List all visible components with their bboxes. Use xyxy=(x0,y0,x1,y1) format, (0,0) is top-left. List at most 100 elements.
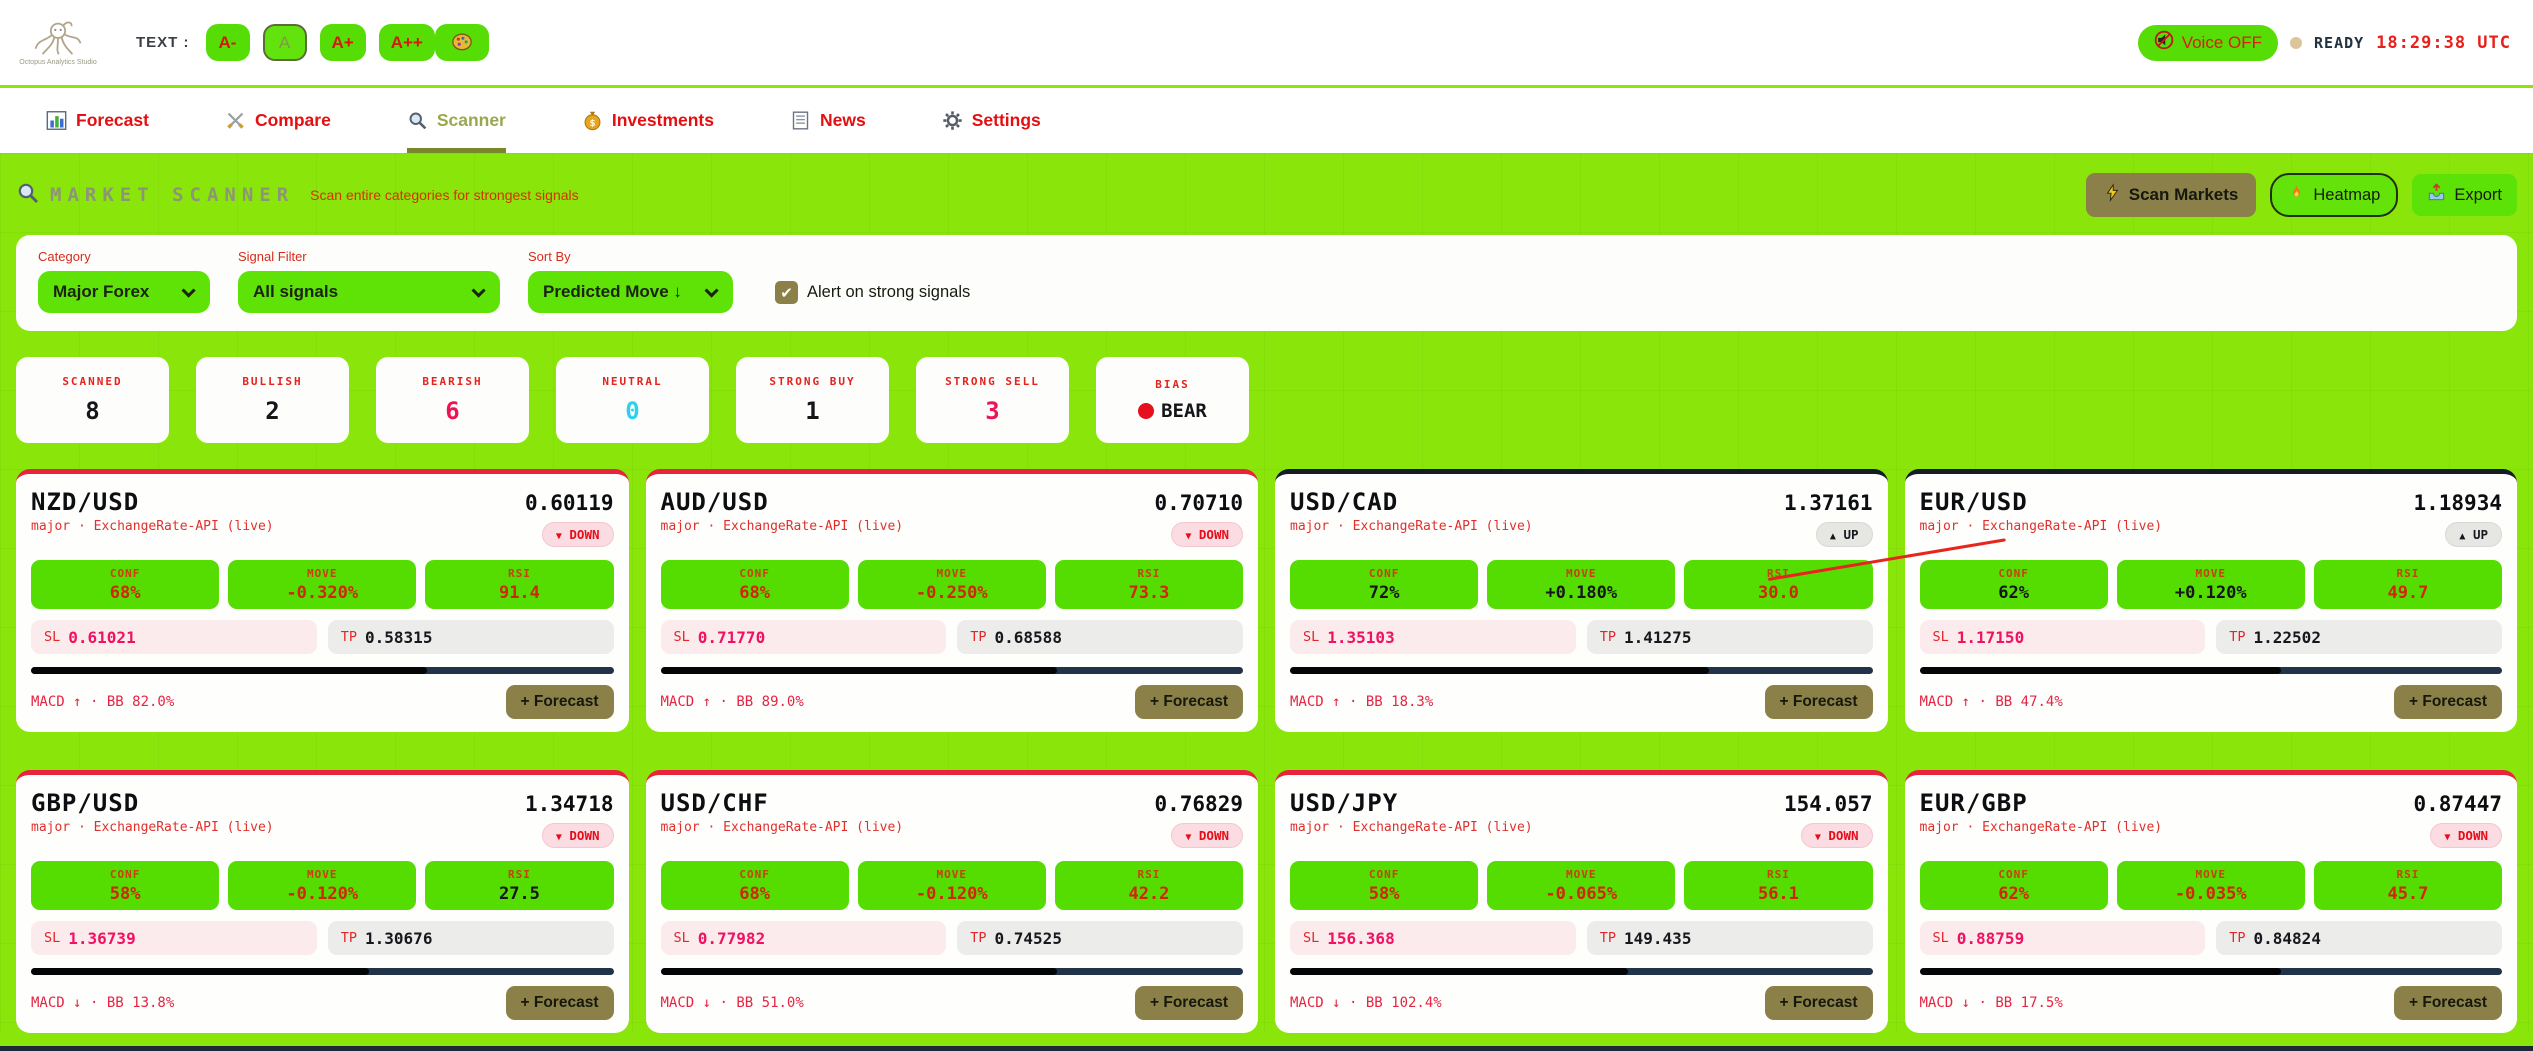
tab-investments[interactable]: $ Investments xyxy=(582,88,714,153)
stat-label: STRONG BUY xyxy=(769,375,856,388)
rsi-box: RSI 42.2 xyxy=(1054,861,1244,910)
alert-checkbox-label: Alert on strong signals xyxy=(807,283,971,301)
gear-icon xyxy=(942,110,963,131)
tp-label: TP xyxy=(2229,930,2246,946)
tab-label: Settings xyxy=(971,110,1041,130)
confidence-bar-fill xyxy=(31,968,369,975)
category-value: Major Forex xyxy=(53,282,150,301)
signal-badge: ▲ UP xyxy=(2445,522,2502,547)
sl-value: 1.17150 xyxy=(1956,627,2025,647)
tp-value: 149.435 xyxy=(1624,928,1692,948)
sort-by-select[interactable]: Predicted Move ↓ xyxy=(528,271,733,313)
scan-markets-button[interactable]: Scan Markets xyxy=(2085,173,2257,217)
confidence-bar-fill xyxy=(1919,667,2281,674)
stat-value: 6 xyxy=(445,397,460,425)
voice-toggle-button[interactable]: Voice OFF xyxy=(2137,24,2279,61)
pair-card-nzd-usd: NZD/USD 0.60119 major · ExchangeRate-API… xyxy=(16,469,629,732)
pair-price: 0.60119 xyxy=(524,491,614,515)
confidence-bar-fill xyxy=(660,968,1057,975)
tab-label: Compare xyxy=(254,110,331,130)
add-forecast-button[interactable]: + Forecast xyxy=(1135,986,1243,1020)
confidence-bar-track xyxy=(660,968,1243,975)
take-profit-box: TP 1.30676 xyxy=(327,921,614,955)
add-forecast-button[interactable]: + Forecast xyxy=(505,986,614,1020)
category-filter-group: Category Major Forex xyxy=(38,249,210,313)
text-size-button-a++[interactable]: A++ xyxy=(378,24,435,61)
add-forecast-button[interactable]: + Forecast xyxy=(1764,986,1873,1020)
pair-name: USD/JPY xyxy=(1290,789,1399,817)
signal-filter-select[interactable]: All signals xyxy=(238,271,500,313)
add-forecast-button[interactable]: + Forecast xyxy=(2394,685,2502,719)
status-label: READY xyxy=(2314,33,2365,52)
scanner-header: MARKET SCANNER Scan entire categories fo… xyxy=(16,173,2517,217)
stat-card-scanned: SCANNED 8 xyxy=(16,357,169,443)
tp-value: 0.74525 xyxy=(994,928,1062,948)
pair-name: USD/CHF xyxy=(660,789,769,817)
rsi-box: RSI 27.5 xyxy=(425,861,614,910)
sl-label: SL xyxy=(673,629,690,645)
stop-loss-box: SL 0.77982 xyxy=(660,921,947,955)
stat-label: NEUTRAL xyxy=(602,375,663,388)
signal-filter-group: Signal Filter All signals xyxy=(238,249,500,313)
move-box: MOVE -0.035% xyxy=(2116,861,2305,910)
stat-card-strong-sell: STRONG SELL 3 xyxy=(916,357,1069,443)
tp-value: 1.30676 xyxy=(365,928,433,948)
tab-compare[interactable]: Compare xyxy=(225,88,331,153)
tab-scanner[interactable]: Scanner xyxy=(407,88,506,153)
export-button[interactable]: Export xyxy=(2412,174,2517,216)
stop-loss-box: SL 1.35103 xyxy=(1290,620,1576,654)
octopus-logo-icon xyxy=(30,20,86,61)
stat-value: BEAR xyxy=(1161,400,1207,422)
pair-card-usd-cad: USD/CAD 1.37161 major · ExchangeRate-API… xyxy=(1275,469,1888,732)
newspaper-icon xyxy=(790,110,811,131)
stat-value: 8 xyxy=(85,397,100,425)
tab-label: Investments xyxy=(611,110,714,130)
add-forecast-button[interactable]: + Forecast xyxy=(1764,685,1873,719)
stat-label: BIAS xyxy=(1155,378,1190,391)
add-forecast-button[interactable]: + Forecast xyxy=(2394,986,2502,1020)
pair-card-gbp-usd: GBP/USD 1.34718 major · ExchangeRate-API… xyxy=(16,770,629,1033)
take-profit-box: TP 1.41275 xyxy=(1586,620,1873,654)
stat-card-bearish: BEARISH 6 xyxy=(376,357,529,443)
tp-value: 1.22502 xyxy=(2253,627,2321,647)
tab-settings[interactable]: Settings xyxy=(942,88,1041,153)
conf-box: CONF 58% xyxy=(31,861,220,910)
stat-label: BULLISH xyxy=(242,375,303,388)
chevron-down-icon xyxy=(471,283,486,298)
text-size-button-a+[interactable]: A+ xyxy=(319,24,366,61)
stat-value: 2 xyxy=(265,397,280,425)
confidence-bar-fill xyxy=(1919,968,2281,975)
confidence-bar-track xyxy=(31,667,614,674)
heatmap-button[interactable]: Heatmap xyxy=(2270,173,2399,217)
pair-cards-grid: NZD/USD 0.60119 major · ExchangeRate-API… xyxy=(16,469,2517,1033)
sl-value: 0.61021 xyxy=(68,627,136,647)
sl-value: 1.35103 xyxy=(1327,627,1395,647)
add-forecast-button[interactable]: + Forecast xyxy=(505,685,614,719)
take-profit-box: TP 149.435 xyxy=(1586,921,1873,955)
stat-value: 3 xyxy=(985,397,1000,425)
bar-chart-icon xyxy=(46,110,67,131)
text-size-button-a[interactable]: A xyxy=(262,24,307,61)
take-profit-box: TP 0.74525 xyxy=(957,921,1243,955)
pair-name: USD/CAD xyxy=(1290,488,1399,516)
tab-news[interactable]: News xyxy=(790,88,866,153)
checkbox-checked-icon[interactable]: ✔ xyxy=(775,281,798,304)
signal-arrow-icon: ▼ xyxy=(2444,832,2451,843)
alert-checkbox-group[interactable]: ✔ Alert on strong signals xyxy=(775,281,970,304)
tab-forecast[interactable]: Forecast xyxy=(46,88,149,153)
scan-markets-label: Scan Markets xyxy=(2128,185,2239,204)
pair-price: 0.70710 xyxy=(1154,491,1243,515)
pair-price: 1.34718 xyxy=(524,792,614,816)
add-forecast-button[interactable]: + Forecast xyxy=(1135,685,1243,719)
theme-palette-button[interactable] xyxy=(434,24,489,61)
text-size-button-a-[interactable]: A- xyxy=(205,24,250,61)
stat-card-strong-buy: STRONG BUY 1 xyxy=(736,357,889,443)
rsi-box: RSI 91.4 xyxy=(425,560,614,609)
conf-box: CONF 62% xyxy=(1919,560,2108,609)
signal-arrow-icon: ▲ xyxy=(2459,531,2466,542)
pair-price: 154.057 xyxy=(1783,792,1873,816)
pair-card-usd-chf: USD/CHF 0.76829 major · ExchangeRate-API… xyxy=(645,770,1258,1033)
pair-price: 0.76829 xyxy=(1154,792,1243,816)
category-select[interactable]: Major Forex xyxy=(38,271,210,313)
stat-label: SCANNED xyxy=(62,375,123,388)
